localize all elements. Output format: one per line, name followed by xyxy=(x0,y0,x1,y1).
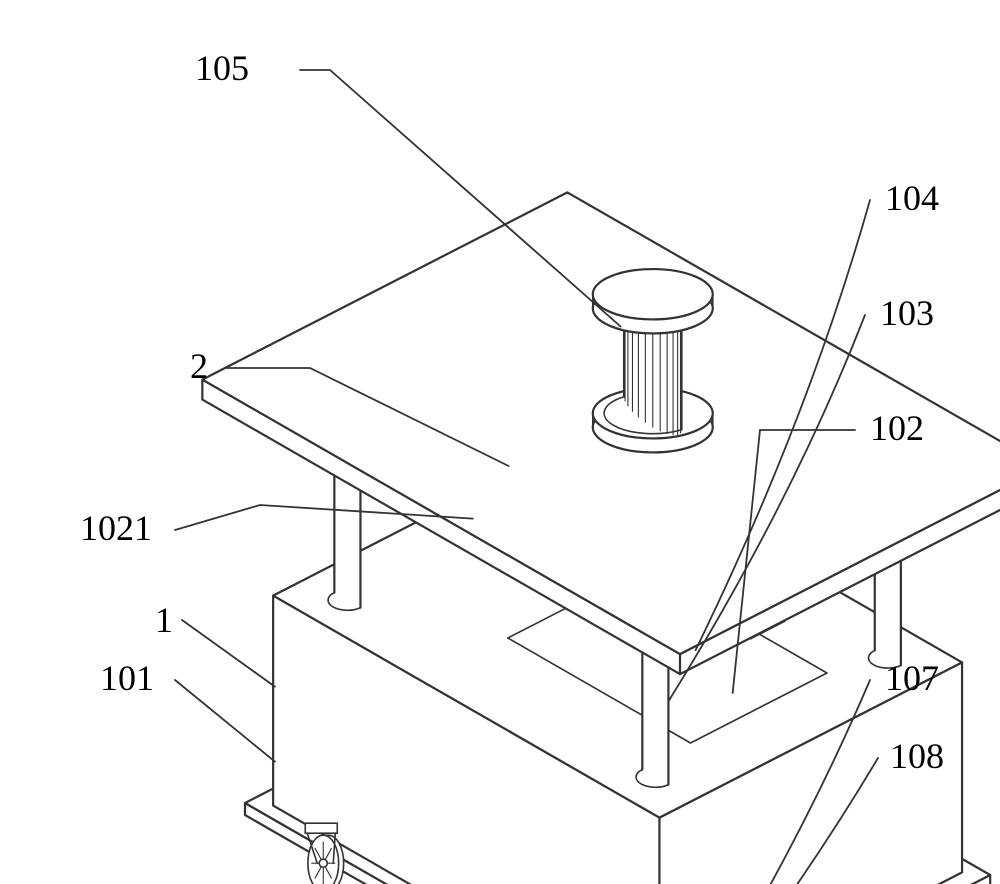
callout-label: 2 xyxy=(190,346,208,386)
callout-label: 108 xyxy=(890,736,944,776)
callout-label: 1021 xyxy=(80,508,152,548)
callout-label: 1 xyxy=(155,600,173,640)
callout-label: 102 xyxy=(870,408,924,448)
callout-label: 101 xyxy=(100,658,154,698)
callout-label: 107 xyxy=(885,658,939,698)
callout-label: 103 xyxy=(880,293,934,333)
callout-label: 105 xyxy=(195,48,249,88)
callout-label: 104 xyxy=(885,178,939,218)
